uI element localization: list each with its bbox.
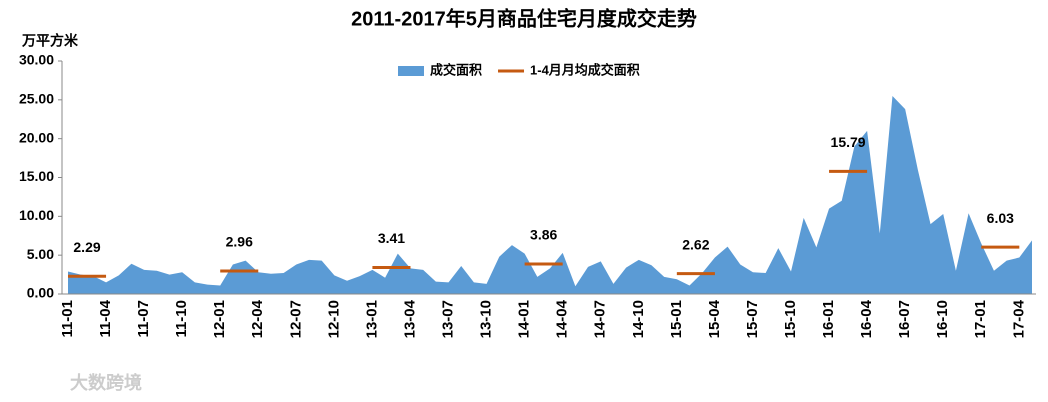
x-tick-label: 12-10 (325, 300, 342, 338)
data-label: 3.41 (378, 230, 405, 246)
area (68, 95, 1032, 294)
x-tick-label: 11-04 (97, 299, 114, 337)
legend-label: 1-4月月均成交面积 (530, 62, 640, 77)
data-label: 2.29 (73, 239, 100, 255)
chart-title: 2011-2017年5月商品住宅月度成交走势 (351, 6, 697, 30)
x-tick-label: 11-07 (135, 300, 152, 338)
data-label: 3.86 (530, 227, 557, 243)
x-tick-label: 11-01 (59, 300, 76, 338)
watermark: 大数跨境 (70, 372, 142, 393)
y-tick-label: 30.00 (19, 52, 54, 68)
x-tick-label: 15-01 (668, 300, 685, 338)
legend-swatch (398, 66, 424, 76)
x-tick-label: 12-07 (287, 300, 304, 338)
y-tick-label: 0.00 (27, 285, 54, 301)
x-tick-label: 16-07 (896, 300, 913, 338)
x-tick-label: 17-01 (972, 300, 989, 338)
data-label: 6.03 (987, 210, 1014, 226)
y-tick-label: 10.00 (19, 207, 54, 223)
data-label: 2.96 (226, 234, 253, 250)
y-axis-label: 万平方米 (21, 33, 79, 49)
x-tick-label: 16-10 (934, 300, 951, 338)
x-tick-label: 15-07 (744, 300, 761, 338)
line (68, 169, 1020, 278)
x-tick-label: 16-01 (820, 300, 837, 338)
x-tick-label: 13-07 (439, 300, 456, 338)
x-tick-label: 12-01 (211, 300, 228, 338)
x-tick-label: 15-04 (706, 299, 723, 338)
x-tick-label: 13-01 (363, 300, 380, 338)
x-tick-label: 15-10 (782, 300, 799, 338)
x-tick-label: 17-04 (1010, 299, 1027, 338)
x-tick-label: 14-10 (630, 300, 647, 338)
y-tick-label: 20.00 (19, 129, 54, 145)
data-label: 2.62 (682, 236, 709, 252)
x-tick-label: 16-04 (858, 299, 875, 338)
legend-label: 成交面积 (430, 62, 482, 77)
y-tick-label: 15.00 (19, 168, 54, 184)
y-tick-label: 5.00 (27, 246, 54, 262)
data-label: 15.79 (831, 134, 866, 150)
x-tick-label: 14-04 (554, 299, 571, 338)
x-tick-label: 14-01 (516, 300, 533, 338)
x-tick-label: 11-10 (173, 300, 190, 338)
x-tick-label: 12-04 (249, 299, 266, 338)
x-tick-label: 13-04 (401, 299, 418, 338)
y-tick-label: 25.00 (19, 91, 54, 107)
x-tick-label: 13-10 (478, 300, 495, 338)
x-tick-label: 14-07 (592, 300, 609, 338)
